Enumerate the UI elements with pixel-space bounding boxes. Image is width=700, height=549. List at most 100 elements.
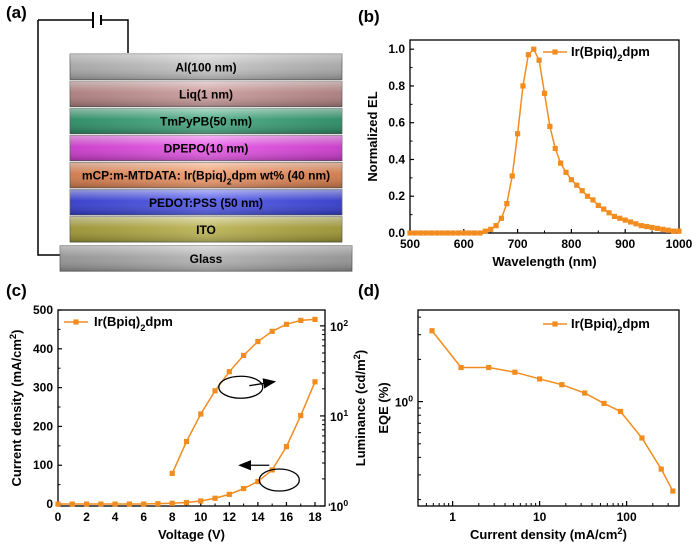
layer-7: Glass — [59, 245, 353, 272]
data-point — [579, 188, 585, 194]
data-point — [466, 230, 472, 236]
data-point — [584, 193, 591, 199]
data-point — [654, 225, 661, 232]
y-tick-label: 0 — [46, 497, 53, 511]
data-point — [601, 206, 607, 212]
data-point — [617, 215, 623, 221]
layer-shading-h — [60, 245, 352, 272]
data-point — [55, 501, 61, 507]
x-tick-label: 18 — [308, 510, 322, 524]
x-tick-label: 1000 — [666, 237, 693, 251]
data-point — [611, 213, 618, 220]
panel-d-chart: 1 10 100 100 Current density (mA/cm2) EQE (%)… — [376, 309, 680, 542]
data-point — [183, 499, 190, 506]
plot-frame — [417, 309, 680, 507]
data-point — [504, 200, 510, 207]
y-right-tick-label: 101 — [330, 408, 348, 424]
circuit-wire-right — [101, 19, 129, 53]
layer-shading-h — [70, 162, 342, 188]
data-point — [312, 379, 318, 385]
data-point — [582, 390, 588, 396]
data-point — [671, 228, 677, 234]
x-tick-label: 16 — [280, 510, 294, 524]
series-line — [431, 330, 674, 492]
annotation-ellipse-current — [258, 468, 300, 492]
y-axis-label: Current density (mA/cm2) — [8, 330, 24, 487]
data-point — [537, 376, 543, 382]
panel-c-label: (c) — [6, 281, 27, 300]
panel-b-chart: 500 600 700 800 900 1000 0.0 0.2 0.4 0.6 0.8 1.0 Wav… — [365, 39, 693, 269]
data-point — [226, 491, 232, 497]
data-point — [69, 501, 75, 507]
x-tick-label: 700 — [508, 237, 528, 251]
data-point — [169, 470, 175, 477]
x-axis-label: Voltage (V) — [158, 527, 225, 542]
annotation-arrow-right — [249, 378, 277, 389]
y-tick-label: 0.2 — [388, 189, 405, 203]
data-point — [644, 223, 650, 230]
x-tick-label: 12 — [223, 510, 237, 524]
data-point — [169, 500, 175, 506]
data-point — [198, 411, 204, 417]
data-point — [590, 197, 596, 203]
layer-label: ITO — [196, 223, 216, 237]
x-tick-label: 1 — [449, 510, 456, 524]
data-point — [622, 217, 628, 223]
data-point — [434, 230, 440, 236]
data-point — [531, 46, 537, 52]
data-point — [568, 177, 574, 183]
data-point — [455, 230, 462, 236]
layer-label: TmPyPB(50 nm) — [160, 114, 252, 128]
data-point — [520, 83, 526, 89]
y-tick-label: 400 — [33, 342, 53, 356]
data-point — [458, 364, 464, 371]
data-point — [226, 369, 232, 375]
layer-label: Liq(1 nm) — [179, 87, 233, 101]
layer-shading-h — [70, 108, 342, 134]
data-point — [649, 224, 655, 231]
data-point — [595, 202, 601, 209]
layer-label: Al(100 nm) — [175, 60, 236, 74]
y-tick-label: 0.8 — [388, 79, 405, 93]
series-line-right — [171, 318, 316, 474]
data-point — [241, 352, 247, 358]
data-point — [450, 230, 456, 236]
data-point — [639, 435, 645, 441]
layer-1: Liq(1 nm) — [69, 80, 343, 107]
legend-marker — [73, 319, 79, 325]
y-tick-label: 0.4 — [388, 152, 405, 166]
panel-a-label: (a) — [6, 3, 27, 22]
data-point — [298, 412, 304, 419]
data-point — [563, 169, 569, 175]
data-point — [541, 90, 548, 96]
data-point — [488, 226, 494, 232]
y-axis-label: EQE (%) — [376, 382, 391, 433]
x-tick-label: 2 — [83, 510, 90, 524]
data-point — [660, 226, 666, 232]
data-point — [486, 364, 492, 371]
data-point — [536, 57, 542, 63]
data-point — [670, 488, 676, 494]
x-tick-label: 4 — [112, 510, 119, 524]
layer-shading-h — [70, 216, 342, 243]
data-point — [98, 501, 104, 507]
layer-shading-h — [70, 81, 342, 107]
data-point — [617, 408, 624, 415]
data-point — [461, 230, 467, 236]
layer-shading-h — [70, 189, 342, 215]
data-point — [423, 230, 429, 236]
y-tick-label: 300 — [33, 381, 53, 395]
y-right-tick-label: 100 — [330, 498, 348, 514]
data-point — [493, 223, 499, 229]
legend-label: Ir(Bpiq)2dpm — [571, 44, 650, 63]
x-tick-label: 100 — [617, 510, 637, 524]
y-tick-label: 100 — [33, 458, 53, 472]
y-right-tick-label: 102 — [330, 318, 348, 334]
y-right-axis-label: Luminance (cd/m2) — [352, 350, 368, 466]
data-point — [482, 228, 488, 234]
data-point — [574, 182, 580, 188]
data-point — [412, 230, 418, 236]
data-point — [512, 369, 518, 375]
data-point — [445, 230, 451, 236]
